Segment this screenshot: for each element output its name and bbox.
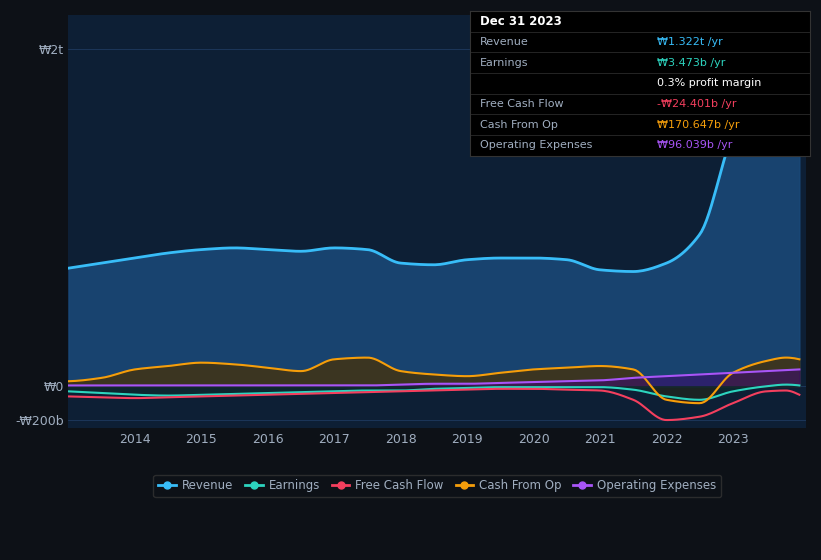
- Line: Cash From Op: Cash From Op: [68, 358, 800, 403]
- Cash From Op: [63, 378, 73, 385]
- Text: ₩1.322t /yr: ₩1.322t /yr: [657, 37, 722, 47]
- Cash From Op: [682, 399, 692, 406]
- Operating Expenses: [63, 382, 73, 389]
- Earnings: [782, 381, 792, 388]
- Line: Free Cash Flow: Free Cash Flow: [68, 389, 800, 420]
- Text: Dec 31 2023: Dec 31 2023: [479, 15, 562, 28]
- Text: Earnings: Earnings: [479, 58, 529, 68]
- Text: ₩170.647b /yr: ₩170.647b /yr: [657, 120, 740, 130]
- Earnings: [695, 396, 704, 403]
- Revenue: [66, 264, 76, 271]
- Earnings: [63, 388, 73, 395]
- Text: -₩24.401b /yr: -₩24.401b /yr: [657, 99, 736, 109]
- Text: 0.3% profit margin: 0.3% profit margin: [657, 78, 761, 88]
- Text: ₩96.039b /yr: ₩96.039b /yr: [657, 141, 732, 151]
- Revenue: [728, 129, 738, 136]
- Line: Revenue: Revenue: [68, 40, 800, 272]
- Free Cash Flow: [66, 393, 76, 400]
- Operating Expenses: [726, 370, 736, 376]
- Free Cash Flow: [731, 399, 741, 405]
- Revenue: [498, 255, 508, 262]
- Revenue: [795, 96, 805, 102]
- Earnings: [795, 382, 805, 389]
- Cash From Op: [498, 369, 508, 376]
- Cash From Op: [66, 378, 76, 385]
- Text: Free Cash Flow: Free Cash Flow: [479, 99, 563, 109]
- Operating Expenses: [66, 382, 76, 389]
- Earnings: [728, 388, 738, 395]
- Cash From Op: [795, 356, 805, 363]
- Operating Expenses: [680, 372, 690, 379]
- Earnings: [498, 384, 508, 390]
- Text: Operating Expenses: Operating Expenses: [479, 141, 592, 151]
- Cash From Op: [695, 400, 704, 407]
- Free Cash Flow: [685, 415, 695, 422]
- Cash From Op: [731, 368, 741, 375]
- Revenue: [682, 246, 692, 253]
- Free Cash Flow: [795, 391, 805, 398]
- Legend: Revenue, Earnings, Free Cash Flow, Cash From Op, Operating Expenses: Revenue, Earnings, Free Cash Flow, Cash …: [154, 474, 721, 497]
- Operating Expenses: [496, 380, 506, 386]
- Earnings: [66, 388, 76, 395]
- Text: Cash From Op: Cash From Op: [479, 120, 557, 130]
- Operating Expenses: [795, 366, 805, 373]
- Revenue: [496, 255, 506, 262]
- Revenue: [63, 265, 73, 272]
- Revenue: [780, 37, 790, 44]
- Free Cash Flow: [496, 385, 506, 392]
- Text: Revenue: Revenue: [479, 37, 529, 47]
- Cash From Op: [362, 354, 372, 361]
- Free Cash Flow: [513, 385, 523, 392]
- Free Cash Flow: [663, 417, 672, 423]
- Earnings: [680, 395, 690, 402]
- Free Cash Flow: [498, 385, 508, 392]
- Operating Expenses: [511, 379, 521, 386]
- Cash From Op: [513, 367, 523, 374]
- Earnings: [511, 384, 521, 390]
- Operating Expenses: [498, 380, 508, 386]
- Free Cash Flow: [501, 385, 511, 392]
- Earnings: [496, 384, 506, 390]
- Free Cash Flow: [63, 393, 73, 400]
- Line: Earnings: Earnings: [68, 385, 800, 400]
- Cash From Op: [501, 369, 511, 376]
- Line: Operating Expenses: Operating Expenses: [68, 370, 800, 385]
- Revenue: [511, 255, 521, 262]
- Revenue: [628, 268, 638, 275]
- Text: ₩3.473b /yr: ₩3.473b /yr: [657, 58, 726, 68]
